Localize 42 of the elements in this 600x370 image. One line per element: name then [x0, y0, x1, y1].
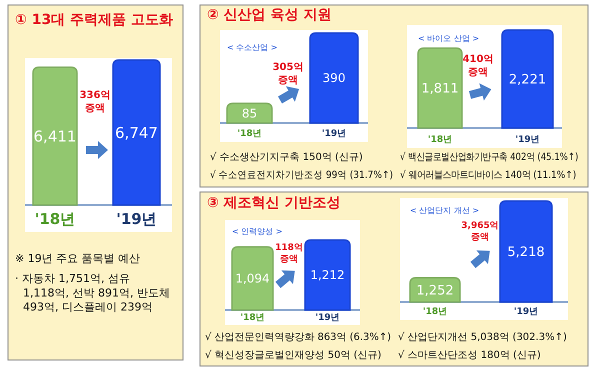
x-tick-label: '19년: [514, 307, 538, 317]
x-tick-label: '19년: [116, 210, 157, 228]
annotation: 118억 증액: [275, 243, 303, 265]
x-tick-label: '19년: [322, 129, 346, 139]
x-tick-label: '19년: [315, 313, 340, 323]
text: ※ 19년 주요 품목별 예산: [15, 252, 140, 265]
x-tick-label: '18년: [34, 210, 76, 228]
text: √ 수소생산기지구축 150억 (신규): [210, 151, 363, 163]
text: √ 산업전문인력역량강화 863억 (6.3%↑): [205, 330, 392, 344]
text: √ 백신글로벌산업화기반구축 402억 (45.1%↑): [400, 151, 578, 164]
text: √ 수소연료전지차기반조성 99억 (31.7%↑): [210, 170, 394, 182]
chart-subtitle: < 인력양성 >: [232, 227, 282, 236]
data-label: 6,411: [34, 127, 76, 146]
text: · 자동차 1,751억, 섬유 1,118억, 선박 891억, 반도체 493억, 디스플레이 239억: [15, 272, 170, 314]
chart-title: ② 신산업 육성 지원: [207, 7, 332, 23]
text: √ 산업단지개선 5,038억 (302.3%↑): [398, 331, 567, 343]
data-label: 85: [242, 106, 258, 120]
annotation: 305억 증액: [272, 62, 304, 86]
x-tick-label: '18년: [237, 129, 262, 139]
x-tick-label: '18년: [240, 313, 265, 323]
text: < 수소산업 >: [227, 43, 278, 52]
data-label: 2,221: [508, 72, 546, 88]
annotation: 410억 증액: [462, 54, 494, 78]
data-label: 1,212: [310, 268, 345, 282]
data-label: 6,747: [115, 124, 158, 142]
data-label: 5,218: [507, 245, 545, 260]
data-label: 1,252: [416, 283, 454, 298]
annotation: 3,965억 증액: [461, 221, 499, 243]
x-tick-label: '18년: [422, 307, 448, 317]
x-tick-label: '18년: [428, 135, 452, 145]
chart-title: ③ 제조혁신 기반조성: [207, 195, 341, 211]
text: √ 스마트산단조성 180억 (신규): [398, 349, 541, 361]
text: < 바이오 산업 >: [418, 34, 480, 43]
text: < 산업단지 개선 >: [410, 206, 480, 215]
chart-title: ① 13대 주력제품 고도화: [15, 12, 173, 28]
data-label: 390: [322, 71, 346, 86]
data-label: 1,094: [235, 272, 270, 286]
data-label: 1,811: [421, 82, 459, 97]
annotation: 336억 증액: [80, 90, 110, 114]
x-tick-label: '19년: [515, 135, 540, 145]
text: √ 혁신성장글로벌인재양성 50억 (신규): [205, 349, 382, 361]
text: √ 웨어러블스마트디바이스 140억 (11.1%↑): [400, 170, 576, 182]
